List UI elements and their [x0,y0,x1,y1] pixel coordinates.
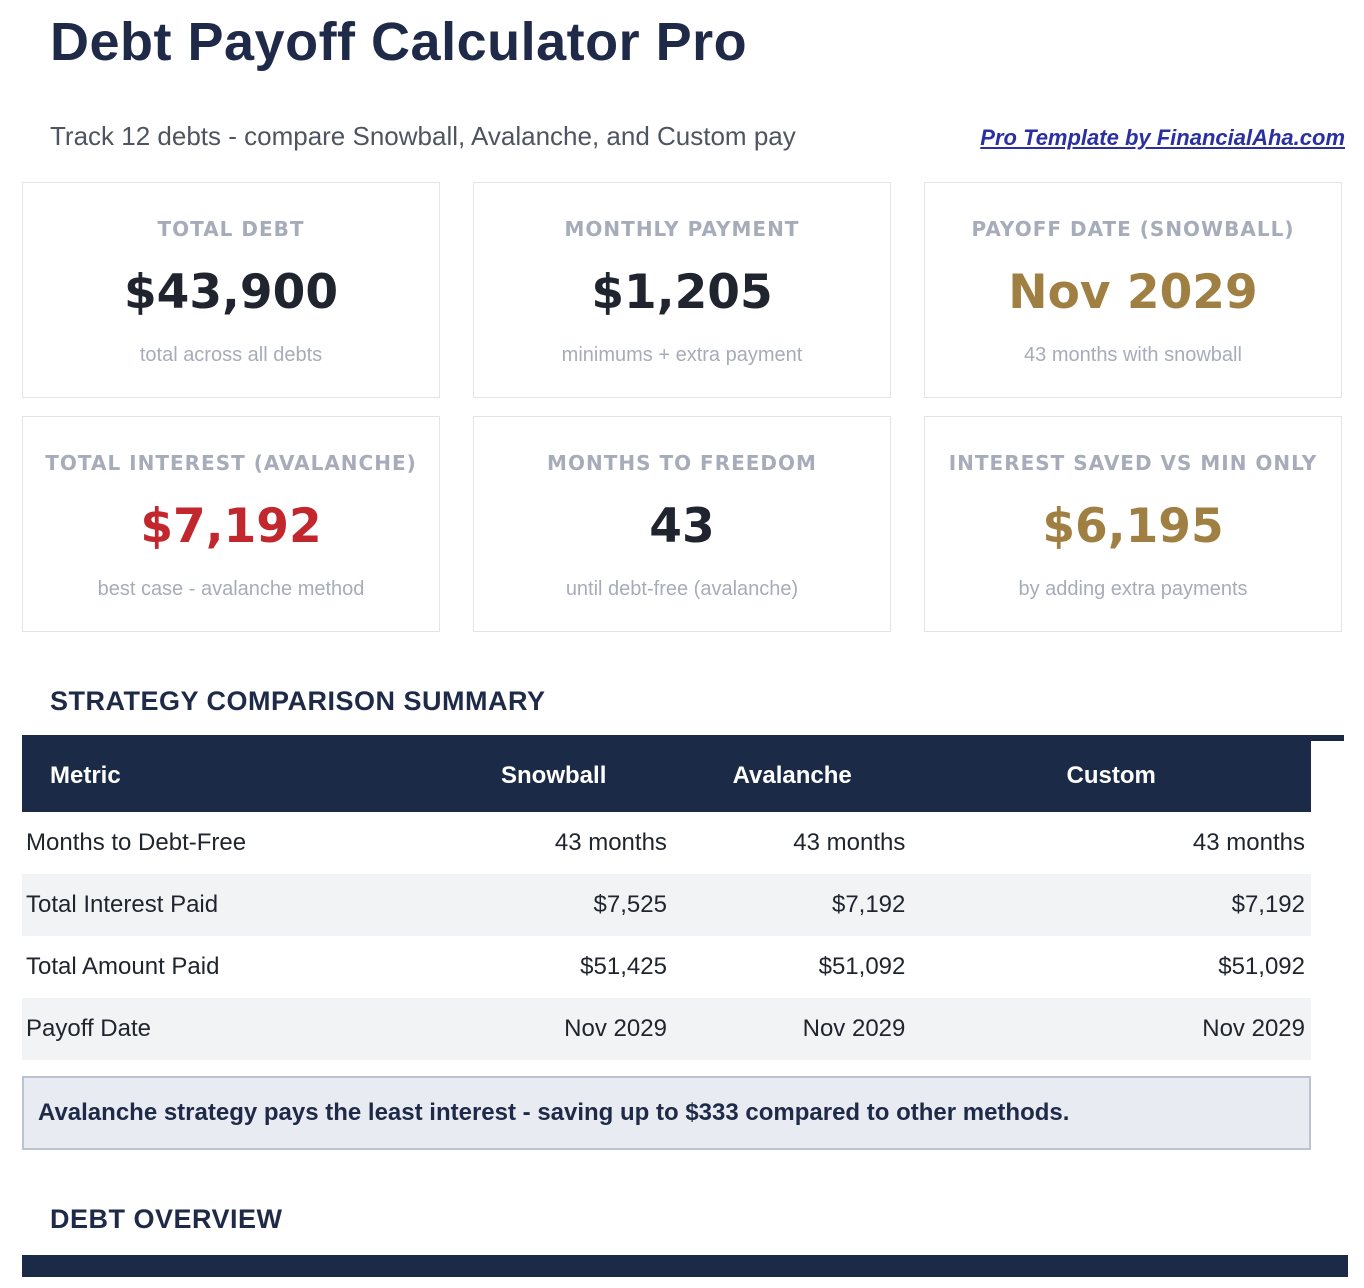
column-header-avalanche: Avalanche [732,762,852,790]
strategy-comparison-table: Metric Snowball Avalanche Custom Months … [22,740,1311,1060]
cell-custom: $51,092 [1218,952,1305,980]
table-row-total-amount-paid: Total Amount Paid $51,425 $51,092 $51,09… [22,935,1311,998]
cell-avalanche: $7,192 [831,890,906,918]
subtitle-row: Track 12 debts - compare Snowball, Avala… [50,121,1345,152]
stat-card-caption: 43 months with snowball [1024,343,1242,366]
stat-card-interest-saved: INTEREST SAVED VS MIN ONLY $6,195 by add… [924,415,1342,632]
cell-avalanche: $51,092 [818,952,906,980]
stat-card-caption: until debt-free (avalanche) [565,577,799,600]
cell-metric: Months to Debt-Free [26,828,247,856]
strategy-comparison-table-wrap: Metric Snowball Avalanche Custom Months … [22,734,1344,1060]
stat-card-caption: by adding extra payments [1018,577,1248,600]
debt-overview-table-header-partial [22,1254,1348,1277]
stat-card-label: TOTAL DEBT [157,216,305,241]
cell-metric: Payoff Date [26,1014,151,1042]
stat-card-months-to-freedom: MONTHS TO FREEDOM 43 until debt-free (av… [473,415,891,632]
stat-card-label: TOTAL INTEREST (AVALANCHE) [45,450,417,475]
table-row-total-interest-paid: Total Interest Paid $7,525 $7,192 $7,192 [22,873,1311,936]
table-header-row: Metric Snowball Avalanche Custom [22,740,1311,812]
cell-avalanche: 43 months [793,828,906,856]
stat-card-label: MONTHS TO FREEDOM [547,450,817,475]
stat-card-label: INTEREST SAVED VS MIN ONLY [948,450,1318,475]
stat-card-monthly-payment: MONTHLY PAYMENT $1,205 minimums + extra … [473,181,891,398]
stat-card-value: $6,195 [1042,498,1224,554]
cell-custom: Nov 2029 [1202,1014,1305,1042]
stat-cards-grid: TOTAL DEBT $43,900 total across all debt… [22,181,1342,632]
stat-card-value: Nov 2029 [1008,264,1258,320]
strategy-callout: Avalanche strategy pays the least intere… [22,1075,1311,1150]
section-heading-strategy-comparison: STRATEGY COMPARISON SUMMARY [50,685,546,716]
cell-metric: Total Interest Paid [26,890,219,918]
page-title: Debt Payoff Calculator Pro [50,12,748,72]
stat-card-label: MONTHLY PAYMENT [564,216,800,241]
cell-metric: Total Amount Paid [26,952,220,980]
stat-card-value: $7,192 [140,498,322,554]
stat-card-value: $43,900 [123,264,339,320]
stat-card-payoff-date-snowball: PAYOFF DATE (SNOWBALL) Nov 2029 43 month… [924,181,1342,398]
strategy-callout-text: Avalanche strategy pays the least intere… [38,1098,1070,1126]
pro-template-link[interactable]: Pro Template by FinancialAha.com [980,124,1345,150]
column-header-metric: Metric [50,762,121,790]
stat-card-caption: minimums + extra payment [561,343,803,366]
page-subtitle: Track 12 debts - compare Snowball, Avala… [50,120,796,151]
column-header-custom: Custom [1066,762,1156,790]
stat-card-total-debt: TOTAL DEBT $43,900 total across all debt… [22,181,440,398]
cell-custom: $7,192 [1231,890,1305,918]
page-header: Debt Payoff Calculator Pro Track 12 debt… [0,14,1364,152]
stat-card-value: $1,205 [591,264,773,320]
section-heading-debt-overview: DEBT OVERVIEW [50,1203,283,1234]
table-row-payoff-date: Payoff Date Nov 2029 Nov 2029 Nov 2029 [22,997,1311,1060]
column-header-snowball: Snowball [501,762,607,790]
cell-custom: 43 months [1192,828,1305,856]
stat-card-caption: total across all debts [139,343,323,366]
cell-avalanche: Nov 2029 [802,1014,906,1042]
cell-snowball: $51,425 [580,952,667,980]
stat-card-total-interest-avalanche: TOTAL INTEREST (AVALANCHE) $7,192 best c… [22,415,440,632]
cell-snowball: 43 months [554,828,667,856]
cell-snowball: Nov 2029 [564,1014,667,1042]
cell-snowball: $7,525 [593,890,667,918]
stat-card-caption: best case - avalanche method [97,577,365,600]
stat-card-label: PAYOFF DATE (SNOWBALL) [971,216,1295,241]
table-row-months-to-debt-free: Months to Debt-Free 43 months 43 months … [22,811,1311,874]
stat-card-value: 43 [649,498,715,554]
